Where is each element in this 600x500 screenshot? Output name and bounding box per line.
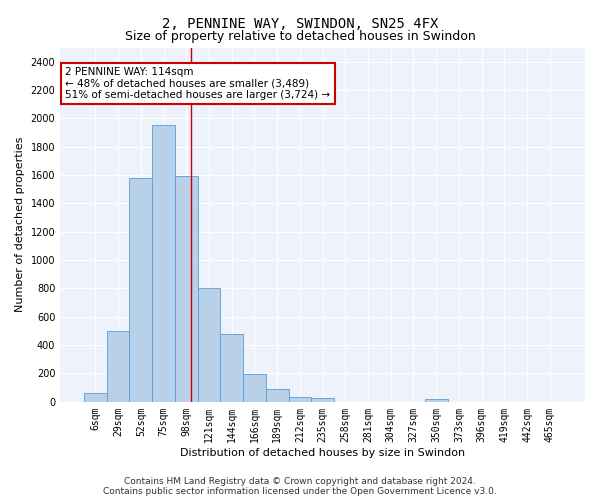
Bar bbox=[289, 397, 311, 402]
Bar bbox=[107, 331, 130, 402]
Bar bbox=[266, 389, 289, 402]
Bar bbox=[425, 399, 448, 402]
Text: 2 PENNINE WAY: 114sqm
← 48% of detached houses are smaller (3,489)
51% of semi-d: 2 PENNINE WAY: 114sqm ← 48% of detached … bbox=[65, 67, 331, 100]
Text: Size of property relative to detached houses in Swindon: Size of property relative to detached ho… bbox=[125, 30, 475, 43]
Bar bbox=[152, 126, 175, 402]
Bar bbox=[175, 176, 197, 402]
Bar bbox=[220, 334, 243, 402]
X-axis label: Distribution of detached houses by size in Swindon: Distribution of detached houses by size … bbox=[180, 448, 465, 458]
Text: 2, PENNINE WAY, SWINDON, SN25 4FX: 2, PENNINE WAY, SWINDON, SN25 4FX bbox=[162, 18, 438, 32]
Bar bbox=[243, 374, 266, 402]
Bar bbox=[197, 288, 220, 402]
Text: Contains HM Land Registry data © Crown copyright and database right 2024.
Contai: Contains HM Land Registry data © Crown c… bbox=[103, 476, 497, 496]
Y-axis label: Number of detached properties: Number of detached properties bbox=[15, 137, 25, 312]
Bar bbox=[130, 178, 152, 402]
Bar bbox=[311, 398, 334, 402]
Bar bbox=[84, 394, 107, 402]
